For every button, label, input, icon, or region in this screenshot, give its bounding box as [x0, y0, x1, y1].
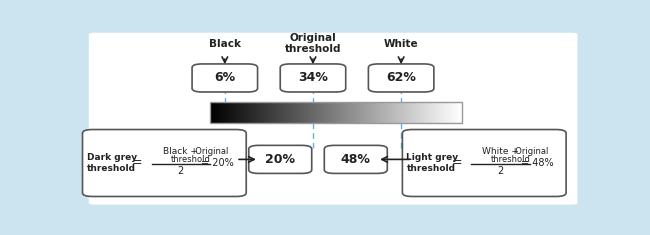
Text: Original: Original	[510, 147, 548, 156]
FancyBboxPatch shape	[72, 26, 595, 211]
FancyBboxPatch shape	[83, 129, 246, 196]
Text: 20%: 20%	[265, 153, 295, 166]
Text: 62%: 62%	[386, 71, 416, 84]
Text: =: =	[452, 157, 462, 169]
Text: White +: White +	[482, 147, 519, 156]
Bar	[210, 102, 462, 123]
Text: Black +: Black +	[163, 147, 198, 156]
FancyBboxPatch shape	[249, 145, 312, 173]
Text: 2: 2	[497, 166, 504, 176]
Text: 2: 2	[177, 166, 184, 176]
FancyBboxPatch shape	[192, 64, 257, 92]
Text: = 48%: = 48%	[521, 158, 553, 168]
FancyBboxPatch shape	[89, 33, 577, 205]
Text: Black: Black	[209, 39, 240, 49]
Text: Light grey
threshold: Light grey threshold	[406, 153, 458, 173]
FancyBboxPatch shape	[324, 145, 387, 173]
Text: = 20%: = 20%	[201, 158, 233, 168]
FancyBboxPatch shape	[402, 129, 566, 196]
Text: 6%: 6%	[214, 71, 235, 84]
Text: White: White	[384, 39, 419, 49]
FancyBboxPatch shape	[280, 64, 346, 92]
Text: threshold: threshold	[171, 155, 211, 164]
Text: 34%: 34%	[298, 71, 328, 84]
Text: Original: Original	[190, 147, 228, 156]
Text: 48%: 48%	[341, 153, 370, 166]
Text: threshold: threshold	[491, 155, 530, 164]
Text: =: =	[131, 157, 142, 169]
Text: Dark grey
threshold: Dark grey threshold	[86, 153, 136, 173]
FancyBboxPatch shape	[369, 64, 434, 92]
Text: Original
threshold: Original threshold	[285, 33, 341, 54]
